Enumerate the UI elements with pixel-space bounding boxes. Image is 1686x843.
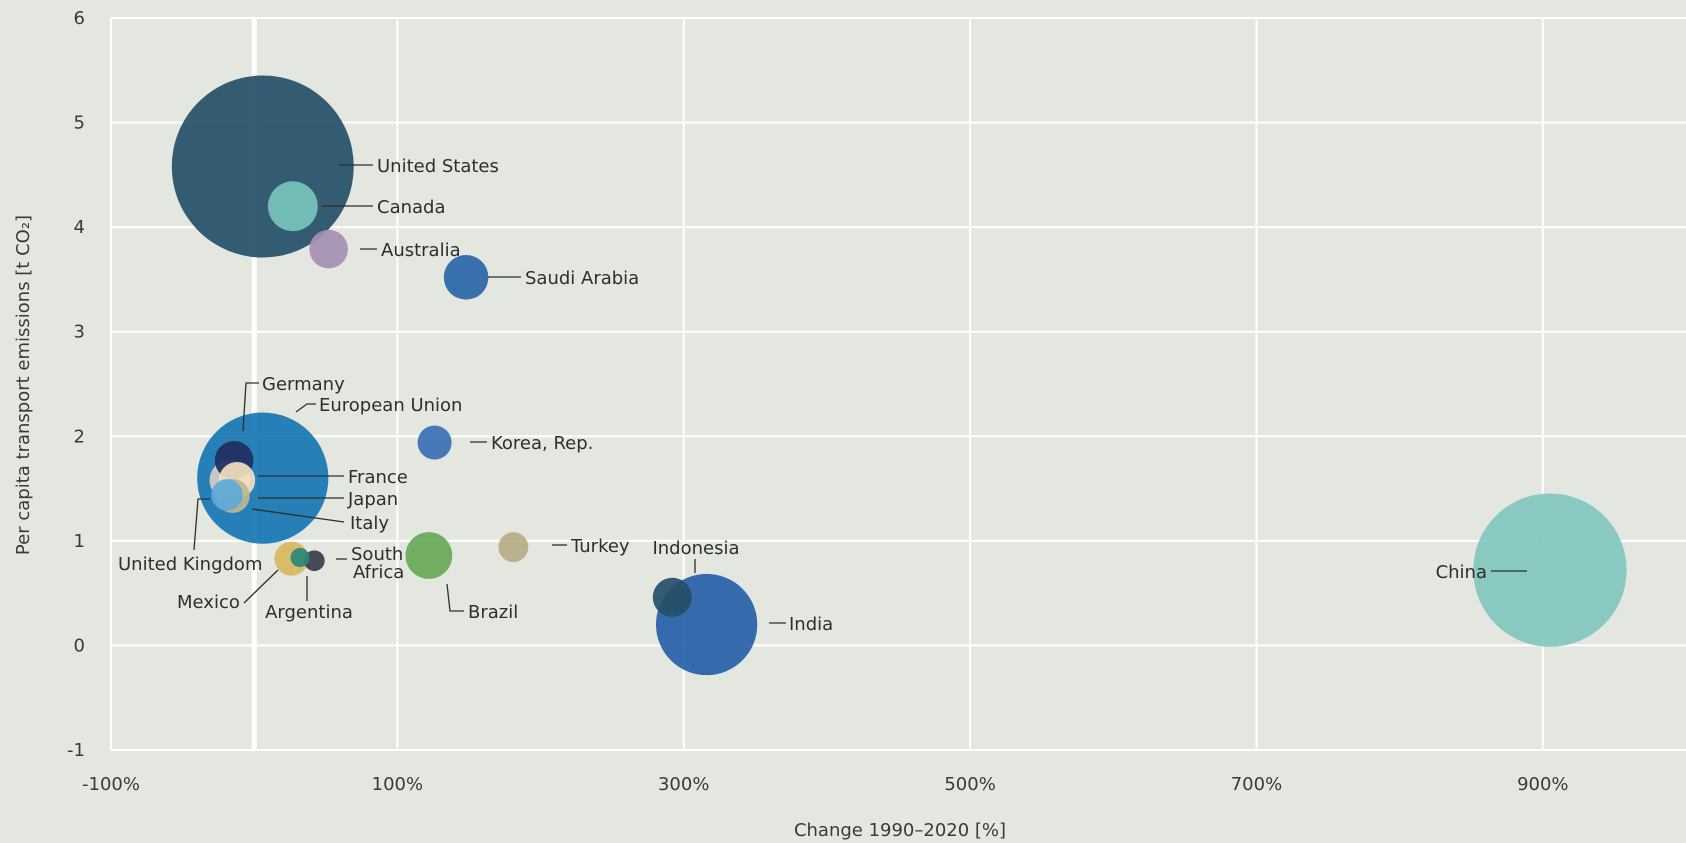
tick-labels: -100% 100% 300% 500% 700% 900% -1 0 1 2 3 4 5 6 — [67, 8, 1569, 795]
label-canada: Canada — [377, 197, 446, 218]
grid — [110, 17, 1686, 751]
label-south-africa-line2: Africa — [353, 562, 404, 583]
label-india: India — [789, 614, 833, 635]
label-italy: Italy — [350, 513, 389, 534]
label-indonesia: Indonesia — [652, 538, 739, 559]
x-tick-label: 100% — [372, 774, 423, 795]
label-france: France — [348, 467, 408, 488]
bubble-korea-rep — [417, 425, 452, 460]
x-tick-label: 300% — [658, 774, 709, 795]
x-tick-label: -100% — [82, 774, 140, 795]
label-brazil: Brazil — [468, 602, 518, 623]
y-tick-label: 2 — [74, 426, 85, 447]
y-tick-label: 0 — [74, 635, 85, 656]
x-tick-label: 700% — [1231, 774, 1282, 795]
bubble-saudi-arabia — [443, 255, 489, 300]
y-tick-label: 5 — [74, 113, 85, 134]
y-tick-label: 1 — [74, 531, 85, 552]
label-germany: Germany — [262, 374, 345, 395]
label-european-union: European Union — [319, 395, 462, 416]
x-tick-label: 900% — [1517, 774, 1568, 795]
y-tick-label: 4 — [74, 217, 85, 238]
label-united-kingdom: United Kingdom — [118, 554, 262, 575]
leader-mexico — [243, 569, 279, 604]
y-tick-label: 3 — [74, 322, 85, 343]
leader-germany — [242, 382, 259, 432]
label-argentina: Argentina — [265, 602, 353, 623]
leader-brazil — [446, 583, 464, 612]
leader-italy — [251, 508, 345, 523]
label-united-states: United States — [377, 156, 499, 177]
y-tick-label: 6 — [74, 8, 85, 29]
bubble-argentina — [290, 548, 310, 568]
bubbles — [171, 75, 1627, 676]
label-mexico: Mexico — [177, 592, 240, 613]
point-labels: United States European Union China India Can… — [118, 156, 1487, 635]
label-japan: Japan — [347, 489, 398, 510]
label-turkey: Turkey — [570, 536, 630, 557]
bubble-brazil — [405, 532, 453, 579]
bubble-canada — [267, 181, 318, 232]
leader-european-union — [295, 403, 316, 413]
label-south-africa: South — [351, 544, 403, 565]
leader-lines — [193, 164, 1527, 624]
leader-united-kingdom — [193, 498, 210, 551]
label-australia: Australia — [381, 240, 461, 261]
label-korea-rep: Korea, Rep. — [491, 433, 593, 454]
bubble-australia — [309, 229, 348, 269]
bubble-united-kingdom — [211, 479, 243, 511]
x-tick-label: 500% — [944, 774, 995, 795]
bubble-indonesia — [652, 577, 692, 617]
x-axis-title: Change 1990–2020 [%] — [794, 820, 1006, 841]
bubble-china — [1473, 493, 1627, 647]
bubble-turkey — [498, 532, 529, 563]
y-axis-title: Per capita transport emissions [t CO₂] — [13, 215, 34, 555]
label-saudi-arabia: Saudi Arabia — [525, 268, 639, 289]
label-china: China — [1436, 562, 1487, 583]
y-tick-label: -1 — [67, 740, 85, 761]
